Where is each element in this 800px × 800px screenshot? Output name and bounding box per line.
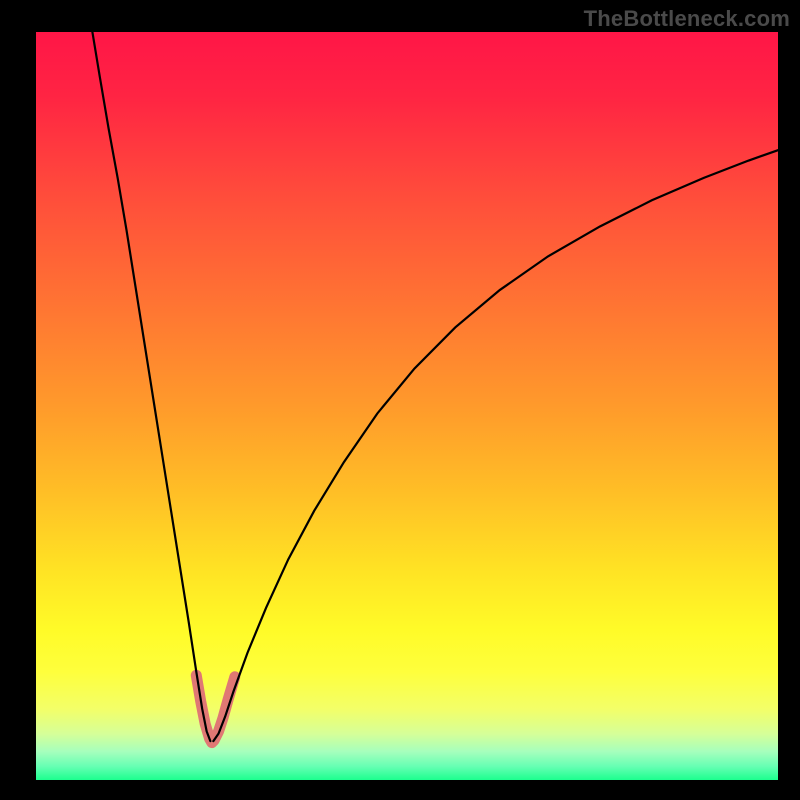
watermark-text: TheBottleneck.com xyxy=(584,6,790,32)
figure-container: TheBottleneck.com xyxy=(0,0,800,800)
bottleneck-chart xyxy=(36,32,778,780)
chart-background xyxy=(36,32,778,780)
chart-svg xyxy=(36,32,778,780)
